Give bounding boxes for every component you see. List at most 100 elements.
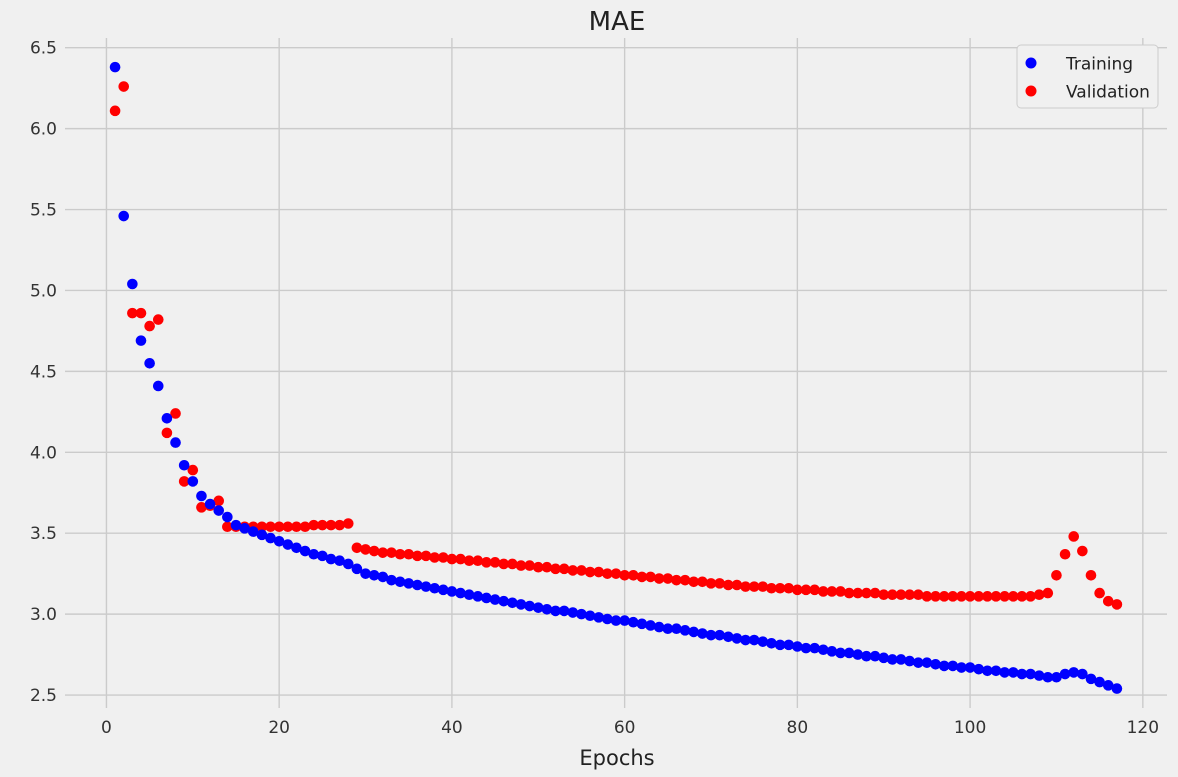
- training-point: [567, 607, 579, 618]
- validation-point: [1094, 587, 1105, 599]
- training-point: [541, 603, 553, 615]
- training-point: [610, 615, 622, 626]
- training-point: [515, 599, 527, 610]
- training-point: [368, 569, 380, 581]
- y-tick-label: 3.5: [30, 524, 57, 544]
- training-point: [912, 657, 924, 668]
- validation-point: [774, 582, 786, 594]
- validation-point: [990, 591, 1002, 602]
- validation-point: [852, 587, 864, 599]
- validation-point: [895, 589, 907, 601]
- training-point: [273, 536, 285, 547]
- training-point: [351, 563, 363, 575]
- validation-point: [662, 573, 674, 584]
- training-point: [748, 634, 760, 646]
- training-point: [524, 600, 535, 612]
- y-tick-labels: 2.5 3.0 3.5 4.0 4.5 5.0 5.5 6.0 6.5: [30, 39, 57, 706]
- training-point: [627, 616, 639, 628]
- validation-point: [222, 521, 233, 533]
- validation-point: [109, 105, 121, 117]
- training-point: [429, 582, 440, 594]
- validation-point: [912, 589, 924, 601]
- validation-point: [187, 464, 199, 476]
- validation-point: [956, 591, 967, 602]
- training-point: [394, 576, 406, 588]
- validation-point: [317, 519, 328, 531]
- training-point: [472, 591, 484, 602]
- training-point: [584, 610, 596, 622]
- y-tick-label: 6.5: [30, 39, 57, 59]
- validation-point: [731, 579, 743, 591]
- validation-point: [446, 553, 458, 565]
- validation-point: [144, 320, 155, 332]
- training-point: [662, 623, 674, 635]
- training-point: [869, 650, 881, 662]
- validation-point: [576, 565, 587, 576]
- y-tick-label: 4.0: [30, 443, 57, 463]
- validation-point: [766, 582, 777, 594]
- training-point: [109, 61, 121, 73]
- validation-point: [671, 574, 682, 586]
- training-point: [982, 665, 993, 677]
- training-point: [576, 608, 587, 620]
- validation-point: [342, 518, 354, 529]
- validation-point: [740, 581, 751, 592]
- training-point: [835, 647, 846, 659]
- validation-point: [178, 476, 190, 487]
- training-point: [178, 459, 190, 471]
- validation-point: [1016, 591, 1028, 602]
- training-point: [135, 335, 147, 346]
- training-point: [1094, 676, 1105, 688]
- x-axis-title: Epochs: [579, 746, 654, 770]
- x-tick-labels: 0 20 40 60 80 100 120: [101, 718, 1159, 738]
- validation-point: [645, 571, 656, 583]
- training-point: [213, 505, 225, 516]
- validation-point: [256, 521, 268, 533]
- validation-point: [273, 521, 285, 533]
- validation-point: [118, 81, 130, 92]
- legend-marker-training: [1025, 57, 1037, 69]
- training-point: [1059, 668, 1071, 680]
- training-point: [386, 574, 397, 586]
- y-tick-label: 5.5: [30, 201, 57, 221]
- training-point: [766, 637, 777, 649]
- training-point: [809, 642, 820, 654]
- x-tick-label: 120: [1127, 718, 1159, 738]
- training-point: [308, 548, 320, 560]
- training-point: [455, 587, 466, 599]
- validation-point: [869, 587, 881, 599]
- validation-point: [757, 581, 769, 592]
- training-point: [921, 657, 933, 668]
- validation-point: [213, 495, 225, 507]
- validation-point: [809, 584, 820, 596]
- validation-point: [619, 569, 630, 581]
- validation-point: [904, 589, 915, 601]
- validation-point: [843, 587, 855, 599]
- training-point: [403, 578, 415, 589]
- training-point: [843, 647, 855, 659]
- validation-point: [368, 545, 380, 557]
- training-point: [792, 641, 803, 652]
- training-point: [550, 605, 561, 617]
- validation-point: [792, 584, 803, 596]
- validation-point: [196, 502, 207, 513]
- training-point: [938, 660, 950, 672]
- training-point: [887, 654, 898, 665]
- data-points: [109, 61, 1123, 694]
- validation-point: [351, 542, 363, 554]
- training-point: [1042, 671, 1054, 683]
- validation-point: [1085, 569, 1097, 581]
- y-tick-label: 5.0: [30, 281, 57, 301]
- training-point: [930, 659, 941, 670]
- validation-point: [282, 521, 294, 533]
- grid: [65, 38, 1167, 708]
- training-point: [1007, 667, 1019, 678]
- training-point: [947, 660, 959, 672]
- validation-point: [636, 571, 648, 583]
- validation-point: [1033, 589, 1045, 601]
- training-point: [127, 278, 138, 290]
- validation-point: [308, 519, 320, 531]
- training-point: [973, 663, 985, 675]
- validation-point: [653, 573, 665, 584]
